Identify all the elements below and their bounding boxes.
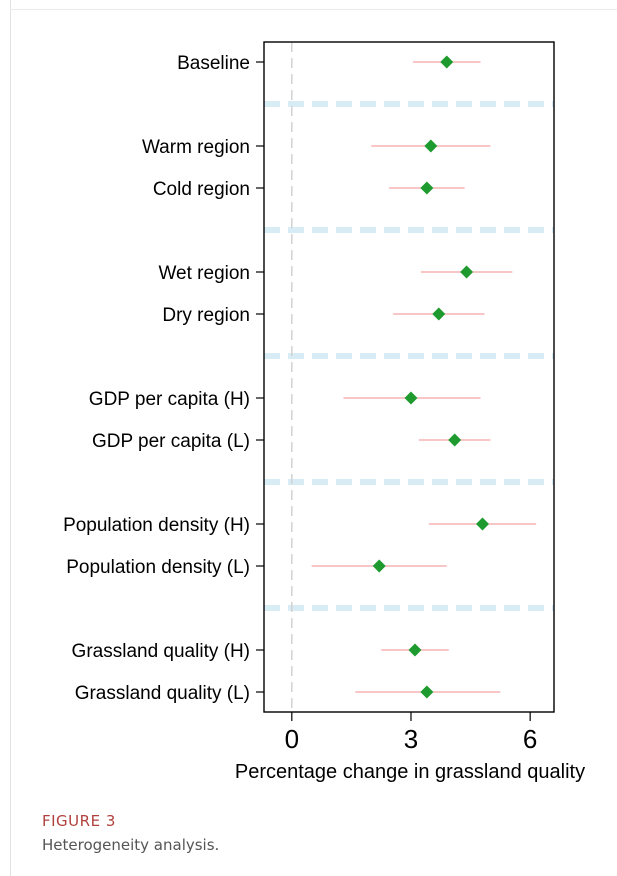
y-axis-label: GDP per capita (L) bbox=[92, 431, 250, 452]
y-axis-label: Cold region bbox=[153, 179, 250, 200]
x-tick-label: 0 bbox=[285, 724, 299, 754]
point-estimate-marker bbox=[372, 559, 386, 573]
y-axis-label: Population density (H) bbox=[63, 515, 250, 536]
group-separators bbox=[264, 101, 554, 611]
x-tick-label: 3 bbox=[404, 724, 418, 754]
y-axis-label: Baseline bbox=[177, 53, 250, 74]
heterogeneity-coefficient-chart: Baseline Warm region Cold region Wet region… bbox=[63, 41, 585, 783]
point-estimate-marker bbox=[424, 139, 438, 153]
point-estimate-marker bbox=[420, 181, 434, 195]
point-estimate-marker bbox=[404, 391, 418, 405]
figure-frame-left-border bbox=[10, 0, 11, 876]
y-axis-ticks bbox=[256, 61, 264, 693]
y-axis-label: Wet region bbox=[158, 263, 250, 284]
y-axis-label: Population density (L) bbox=[66, 557, 250, 578]
point-estimate-marker bbox=[432, 307, 446, 321]
x-axis-title: Percentage change in grassland quality bbox=[235, 761, 585, 783]
x-tick-label: 6 bbox=[523, 724, 537, 754]
point-estimate-marker bbox=[440, 55, 454, 69]
y-axis-label: Warm region bbox=[142, 137, 250, 158]
figure-label: FIGURE 3 bbox=[42, 812, 116, 830]
y-axis-label: Dry region bbox=[162, 305, 250, 326]
point-estimate-marker bbox=[460, 265, 474, 279]
point-estimate-marker bbox=[475, 517, 489, 531]
plot-frame bbox=[263, 41, 555, 713]
point-estimate-marker bbox=[408, 643, 422, 657]
y-axis-label: Grassland quality (H) bbox=[72, 641, 250, 662]
y-axis-label: GDP per capita (H) bbox=[89, 389, 250, 410]
point-estimate-marker bbox=[448, 433, 462, 447]
confidence-intervals bbox=[311, 61, 537, 693]
y-axis-labels: Baseline Warm region Cold region Wet region… bbox=[63, 53, 250, 704]
y-axis-label: Grassland quality (L) bbox=[75, 683, 250, 704]
figure-caption: Heterogeneity analysis. bbox=[42, 836, 220, 854]
plot-frame-rect bbox=[263, 41, 555, 713]
x-axis-ticks: 0 3 6 bbox=[285, 712, 537, 754]
point-estimate-marker bbox=[420, 685, 434, 699]
figure-frame-top-border bbox=[10, 9, 617, 10]
point-estimates bbox=[372, 55, 489, 699]
